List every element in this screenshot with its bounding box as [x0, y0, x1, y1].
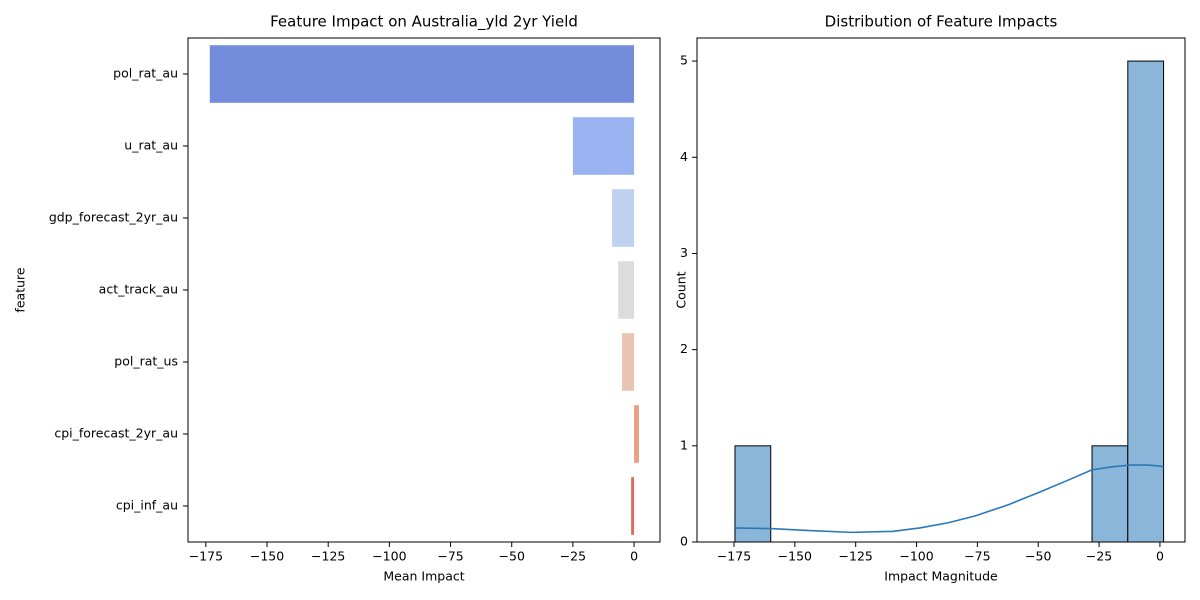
- y-tick-label: 1: [680, 437, 688, 452]
- bar: [572, 117, 635, 175]
- x-tick-label: −125: [839, 549, 873, 564]
- x-tick-label: −75: [437, 549, 463, 564]
- kde-line: [733, 464, 1164, 534]
- y-tick-label: pol_rat_au: [113, 66, 178, 81]
- x-tick-label: −175: [717, 549, 751, 564]
- hist-bar: [1127, 60, 1165, 543]
- bar: [209, 45, 635, 103]
- chart-title: Feature Impact on Australia_yld 2yr Yiel…: [270, 13, 578, 32]
- x-tick-label: −100: [372, 549, 406, 564]
- y-axis-label: Count: [674, 271, 689, 308]
- y-tick-label: 0: [680, 534, 688, 549]
- axes-frame: [187, 37, 661, 543]
- y-tick-label: gdp_forecast_2yr_au: [49, 210, 178, 225]
- x-tick-label: −25: [1086, 549, 1112, 564]
- chart-title: Distribution of Feature Impacts: [825, 13, 1058, 31]
- bar: [634, 405, 639, 463]
- x-tick-label: −100: [899, 549, 933, 564]
- y-tick-label: act_track_au: [99, 282, 178, 297]
- y-axis-label: feature: [13, 267, 28, 312]
- hist-bar: [734, 445, 772, 543]
- y-tick-label: 5: [680, 53, 688, 68]
- x-axis-label: Impact Magnitude: [884, 569, 998, 584]
- y-tick-label: u_rat_au: [124, 138, 178, 153]
- x-tick-label: 0: [630, 549, 638, 564]
- y-tick-label: pol_rat_us: [114, 354, 178, 369]
- x-tick-label: −50: [1025, 549, 1051, 564]
- x-tick-label: −125: [311, 549, 345, 564]
- y-tick-label: 4: [680, 149, 688, 164]
- x-tick-label: −150: [250, 549, 284, 564]
- hist-bar: [1091, 445, 1129, 543]
- x-tick-label: −25: [560, 549, 586, 564]
- x-tick-label: 0: [1156, 549, 1164, 564]
- bar: [622, 333, 635, 391]
- x-tick-label: −50: [499, 549, 525, 564]
- bar: [618, 261, 635, 319]
- x-tick-label: −175: [189, 549, 223, 564]
- bar: [612, 189, 635, 247]
- bar: [631, 477, 635, 535]
- x-tick-label: −150: [778, 549, 812, 564]
- y-tick-label: 3: [680, 245, 688, 260]
- x-axis-label: Mean Impact: [383, 569, 464, 584]
- y-tick-label: cpi_inf_au: [116, 498, 178, 513]
- y-tick-label: cpi_forecast_2yr_au: [54, 426, 178, 441]
- axes-frame: [696, 37, 1186, 543]
- y-tick-label: 2: [680, 341, 688, 356]
- x-tick-label: −75: [964, 549, 990, 564]
